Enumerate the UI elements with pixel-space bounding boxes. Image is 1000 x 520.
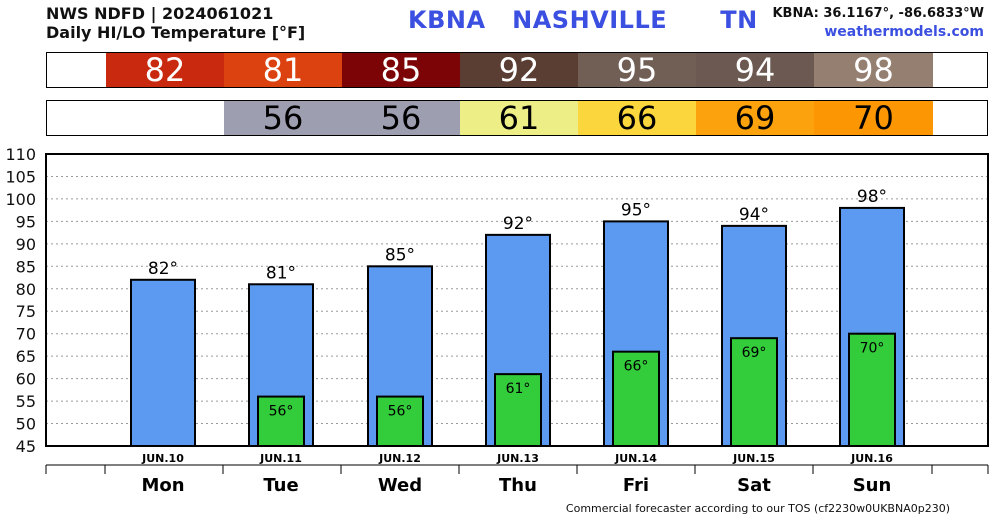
high-temp-label: 94° — [739, 205, 769, 225]
y-tick-label: 100 — [5, 190, 36, 209]
date-label: JUN.10 — [141, 452, 184, 465]
high-strip-cell: 98 — [814, 51, 933, 89]
low-strip-cell — [47, 101, 106, 135]
high-strip-cell — [47, 53, 106, 87]
low-strip-cell — [106, 101, 224, 135]
high-temp-label: 98° — [857, 187, 887, 207]
low-temp-label: 56° — [388, 404, 413, 420]
station-coords: KBNA: 36.1167°, -86.6833°W — [772, 6, 984, 21]
low-strip-cell: 70 — [814, 99, 933, 137]
high-strip-cell: 81 — [224, 51, 342, 89]
high-temp-strip: 82 81 85 92 95 94 98 — [46, 51, 988, 89]
y-tick-label: 50 — [16, 415, 36, 434]
low-strip-cell: 56 — [342, 99, 460, 137]
day-label: Wed — [378, 475, 422, 496]
day-label: Sun — [853, 475, 892, 496]
site-link[interactable]: weathermodels.com — [824, 24, 984, 40]
y-tick-label: 105 — [5, 167, 36, 186]
y-tick-label: 90 — [16, 235, 36, 254]
y-tick-label: 55 — [16, 392, 36, 411]
date-label: JUN.11 — [259, 452, 302, 465]
model-run-label: NWS NDFD | 2024061021 — [46, 4, 274, 23]
low-strip-cell: 69 — [696, 99, 814, 137]
y-tick-label: 110 — [5, 145, 36, 164]
high-temp-label: 95° — [621, 200, 651, 220]
date-label: JUN.14 — [614, 452, 657, 465]
high-temp-label: 81° — [266, 263, 296, 283]
day-label: Sat — [737, 475, 771, 496]
high-strip-cell: 82 — [106, 51, 224, 89]
date-label: JUN.16 — [850, 452, 893, 465]
low-temp-bar — [730, 337, 778, 447]
y-tick-label: 70 — [16, 325, 36, 344]
y-tick-label: 75 — [16, 302, 36, 321]
y-tick-label: 95 — [16, 212, 36, 231]
product-label: Daily HI/LO Temperature [°F] — [46, 23, 306, 42]
low-strip-cell: 61 — [460, 99, 578, 137]
high-strip-cell: 92 — [460, 51, 578, 89]
high-temp-bar — [130, 278, 196, 447]
high-temp-label: 85° — [385, 245, 415, 265]
day-label: Thu — [499, 475, 537, 496]
low-temp-strip: 56 56 61 66 69 70 — [46, 99, 988, 137]
date-label: JUN.13 — [496, 452, 539, 465]
day-label: Mon — [141, 475, 184, 496]
high-temp-label: 92° — [503, 214, 533, 234]
plot-frame — [45, 153, 989, 447]
header-left: NWS NDFD | 2024061021 Daily HI/LO Temper… — [46, 4, 305, 42]
low-temp-label: 70° — [860, 341, 885, 357]
high-strip-cell: 85 — [342, 51, 460, 89]
low-temp-bar — [848, 332, 896, 447]
high-temp-label: 82° — [148, 259, 178, 279]
y-tick-label: 45 — [16, 437, 36, 456]
y-tick-label: 80 — [16, 280, 36, 299]
day-label: Tue — [263, 475, 298, 496]
low-temp-bar — [612, 350, 660, 448]
station-title: KBNA NASHVILLE TN — [408, 6, 758, 34]
footer-note: Commercial forecaster according to our T… — [565, 502, 950, 515]
date-label: JUN.15 — [732, 452, 775, 465]
high-strip-cell: 94 — [696, 51, 814, 89]
y-tick-label: 85 — [16, 257, 36, 276]
low-temp-label: 66° — [624, 359, 649, 375]
y-tick-label: 65 — [16, 347, 36, 366]
y-tick-label: 60 — [16, 370, 36, 389]
low-temp-label: 56° — [269, 404, 294, 420]
temperature-chart: 45 50 55 60 65 70 75 80 85 90 95 100 105 110 82° 81° 85°… — [5, 145, 989, 496]
day-label: Fri — [623, 475, 649, 496]
high-strip-cell: 95 — [578, 51, 696, 89]
low-strip-cell: 56 — [224, 99, 342, 137]
date-label: JUN.12 — [378, 452, 421, 465]
low-strip-cell: 66 — [578, 99, 696, 137]
low-temp-label: 61° — [506, 381, 531, 397]
low-temp-label: 69° — [742, 345, 767, 361]
